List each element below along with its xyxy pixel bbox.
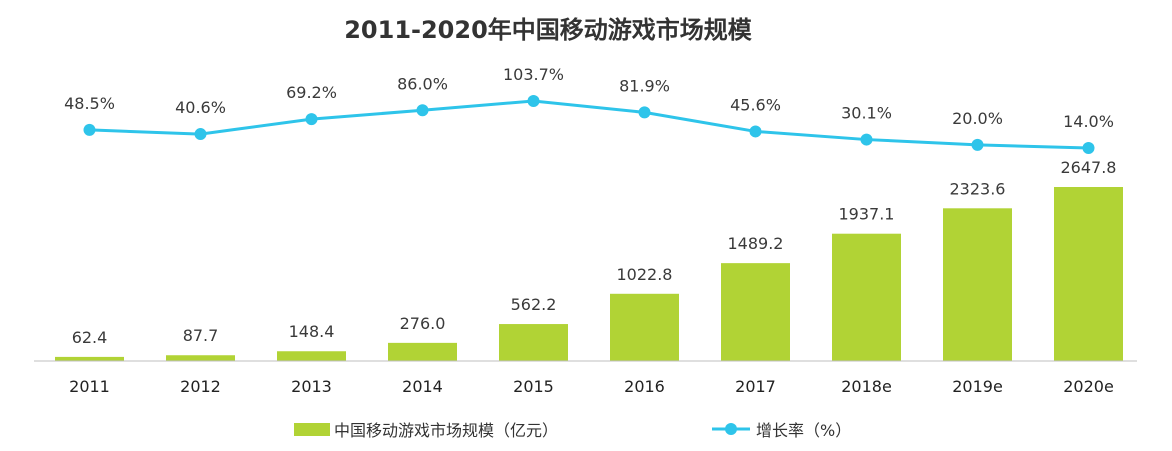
legend: 中国移动游戏市场规模（亿元） 增长率（%）	[294, 421, 851, 440]
bar-label-2011: 62.4	[72, 328, 108, 347]
growth-label-2014: 86.0%	[397, 74, 448, 93]
bar-label-2020e: 2647.8	[1061, 158, 1117, 177]
growth-point-2017	[749, 125, 762, 138]
x-tick-2018e: 2018e	[841, 377, 892, 396]
growth-point-2016	[638, 106, 651, 119]
legend-bar-label: 中国移动游戏市场规模（亿元）	[334, 421, 558, 440]
bar-label-2015: 562.2	[511, 295, 557, 314]
growth-point-2012	[194, 128, 207, 141]
growth-label-2019e: 20.0%	[952, 109, 1003, 128]
legend-bar-swatch	[294, 423, 330, 436]
bar-2019e	[943, 208, 1012, 361]
growth-label-2017: 45.6%	[730, 95, 781, 114]
bar-2020e	[1054, 187, 1123, 361]
bar-label-2016: 1022.8	[617, 265, 673, 284]
growth-point-2020e	[1082, 142, 1095, 154]
growth-label-2012: 40.6%	[175, 98, 226, 117]
growth-point-2018e	[860, 133, 873, 146]
bar-2011	[55, 356, 124, 361]
line-series: 48.5% 40.6% 69.2% 86.0% 103.7% 81.9% 45.6% 30.1…	[64, 65, 1114, 154]
growth-point-2013	[305, 113, 318, 126]
x-axis-ticks: 2011 2012 2013 2014 2015 2016 2017 2018e 2019e 20…	[69, 377, 1114, 396]
x-tick-2014: 2014	[402, 377, 443, 396]
x-tick-2011: 2011	[69, 377, 110, 396]
x-tick-2015: 2015	[513, 377, 554, 396]
growth-label-2011: 48.5%	[64, 94, 115, 113]
legend-line-label: 增长率（%）	[756, 421, 851, 440]
bar-2016	[610, 293, 679, 361]
bar-2017	[721, 263, 790, 361]
x-tick-2012: 2012	[180, 377, 221, 396]
bar-2015	[499, 324, 568, 361]
growth-point-2014	[416, 104, 429, 117]
x-tick-2020e: 2020e	[1063, 377, 1114, 396]
bar-label-2014: 276.0	[400, 314, 446, 333]
bar-label-2018e: 1937.1	[839, 205, 895, 224]
bar-2012	[166, 355, 235, 361]
bar-2018e	[832, 233, 901, 361]
x-tick-2013: 2013	[291, 377, 332, 396]
bar-label-2013: 148.4	[289, 322, 335, 341]
x-tick-2019e: 2019e	[952, 377, 1003, 396]
growth-label-2015: 103.7%	[503, 65, 564, 84]
growth-point-2011	[83, 123, 96, 136]
growth-label-2016: 81.9%	[619, 76, 670, 95]
bar-series: 62.4 87.7 148.4 276.0 562.2 1022.8 1489.2 1937.…	[55, 158, 1123, 361]
growth-label-2020e: 14.0%	[1063, 112, 1114, 131]
bar-2014	[388, 342, 457, 361]
x-tick-2017: 2017	[735, 377, 776, 396]
chart-title: 2011-2020年中国移动游戏市场规模	[344, 16, 753, 44]
growth-point-2015	[527, 95, 540, 107]
growth-line	[89, 99, 1089, 150]
bar-label-2017: 1489.2	[728, 234, 784, 253]
bar-label-2012: 87.7	[183, 326, 219, 345]
x-tick-2016: 2016	[624, 377, 665, 396]
bar-2013	[277, 351, 346, 361]
bar-label-2019e: 2323.6	[950, 179, 1006, 198]
growth-label-2018e: 30.1%	[841, 104, 892, 123]
legend-line-marker	[725, 423, 737, 435]
growth-label-2013: 69.2%	[286, 83, 337, 102]
growth-point-2019e	[971, 138, 984, 151]
